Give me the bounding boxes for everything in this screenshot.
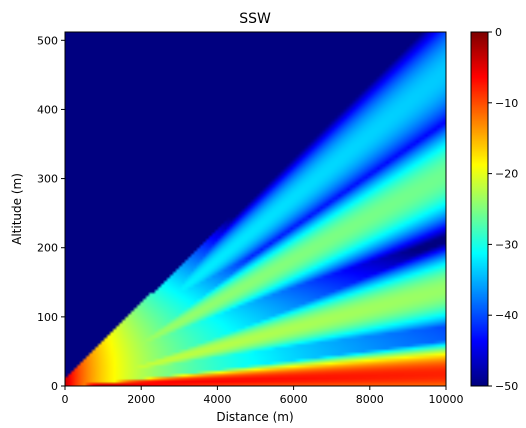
x-axis-label: Distance (m) [216, 410, 293, 424]
colorbar-tick-label: −20 [495, 168, 518, 181]
x-tick-label: 0 [62, 393, 69, 406]
x-tick-label: 10000 [429, 393, 464, 406]
colorbar-tick-label: 0 [495, 26, 502, 39]
y-tick-label: 100 [37, 311, 58, 324]
colorbar-frame [470, 31, 489, 387]
chart-title: SSW [239, 11, 271, 27]
y-tick-label: 400 [37, 103, 58, 116]
y-tick-label: 500 [37, 34, 58, 47]
x-tick-label: 2000 [127, 393, 155, 406]
y-tick-label: 0 [51, 380, 58, 393]
x-tick-label: 8000 [356, 393, 384, 406]
heatmap-image [65, 32, 446, 386]
y-tick-label: 200 [37, 242, 58, 255]
y-axis: 0 100 200 300 400 500 [37, 34, 65, 393]
colorbar-tick-label: −30 [495, 238, 518, 251]
colorbar-tick-label: −40 [495, 309, 518, 322]
colorbar-tick-label: −10 [495, 97, 518, 110]
plot-frame [64, 31, 447, 387]
colorbar-tick-label: −50 [495, 380, 518, 393]
x-tick-label: 4000 [203, 393, 231, 406]
y-axis-label: Altitude (m) [10, 173, 24, 245]
heatmap-plot-area [64, 31, 447, 387]
colorbar-ticks: 0 −10 −20 −30 −40 −50 [488, 26, 518, 393]
colorbar: 0 −10 −20 −30 −40 −50 [470, 26, 518, 393]
colorbar-gradient [471, 32, 488, 386]
x-axis: 0 2000 4000 6000 8000 10000 [62, 386, 464, 406]
y-tick-label: 300 [37, 173, 58, 186]
x-tick-label: 6000 [280, 393, 308, 406]
